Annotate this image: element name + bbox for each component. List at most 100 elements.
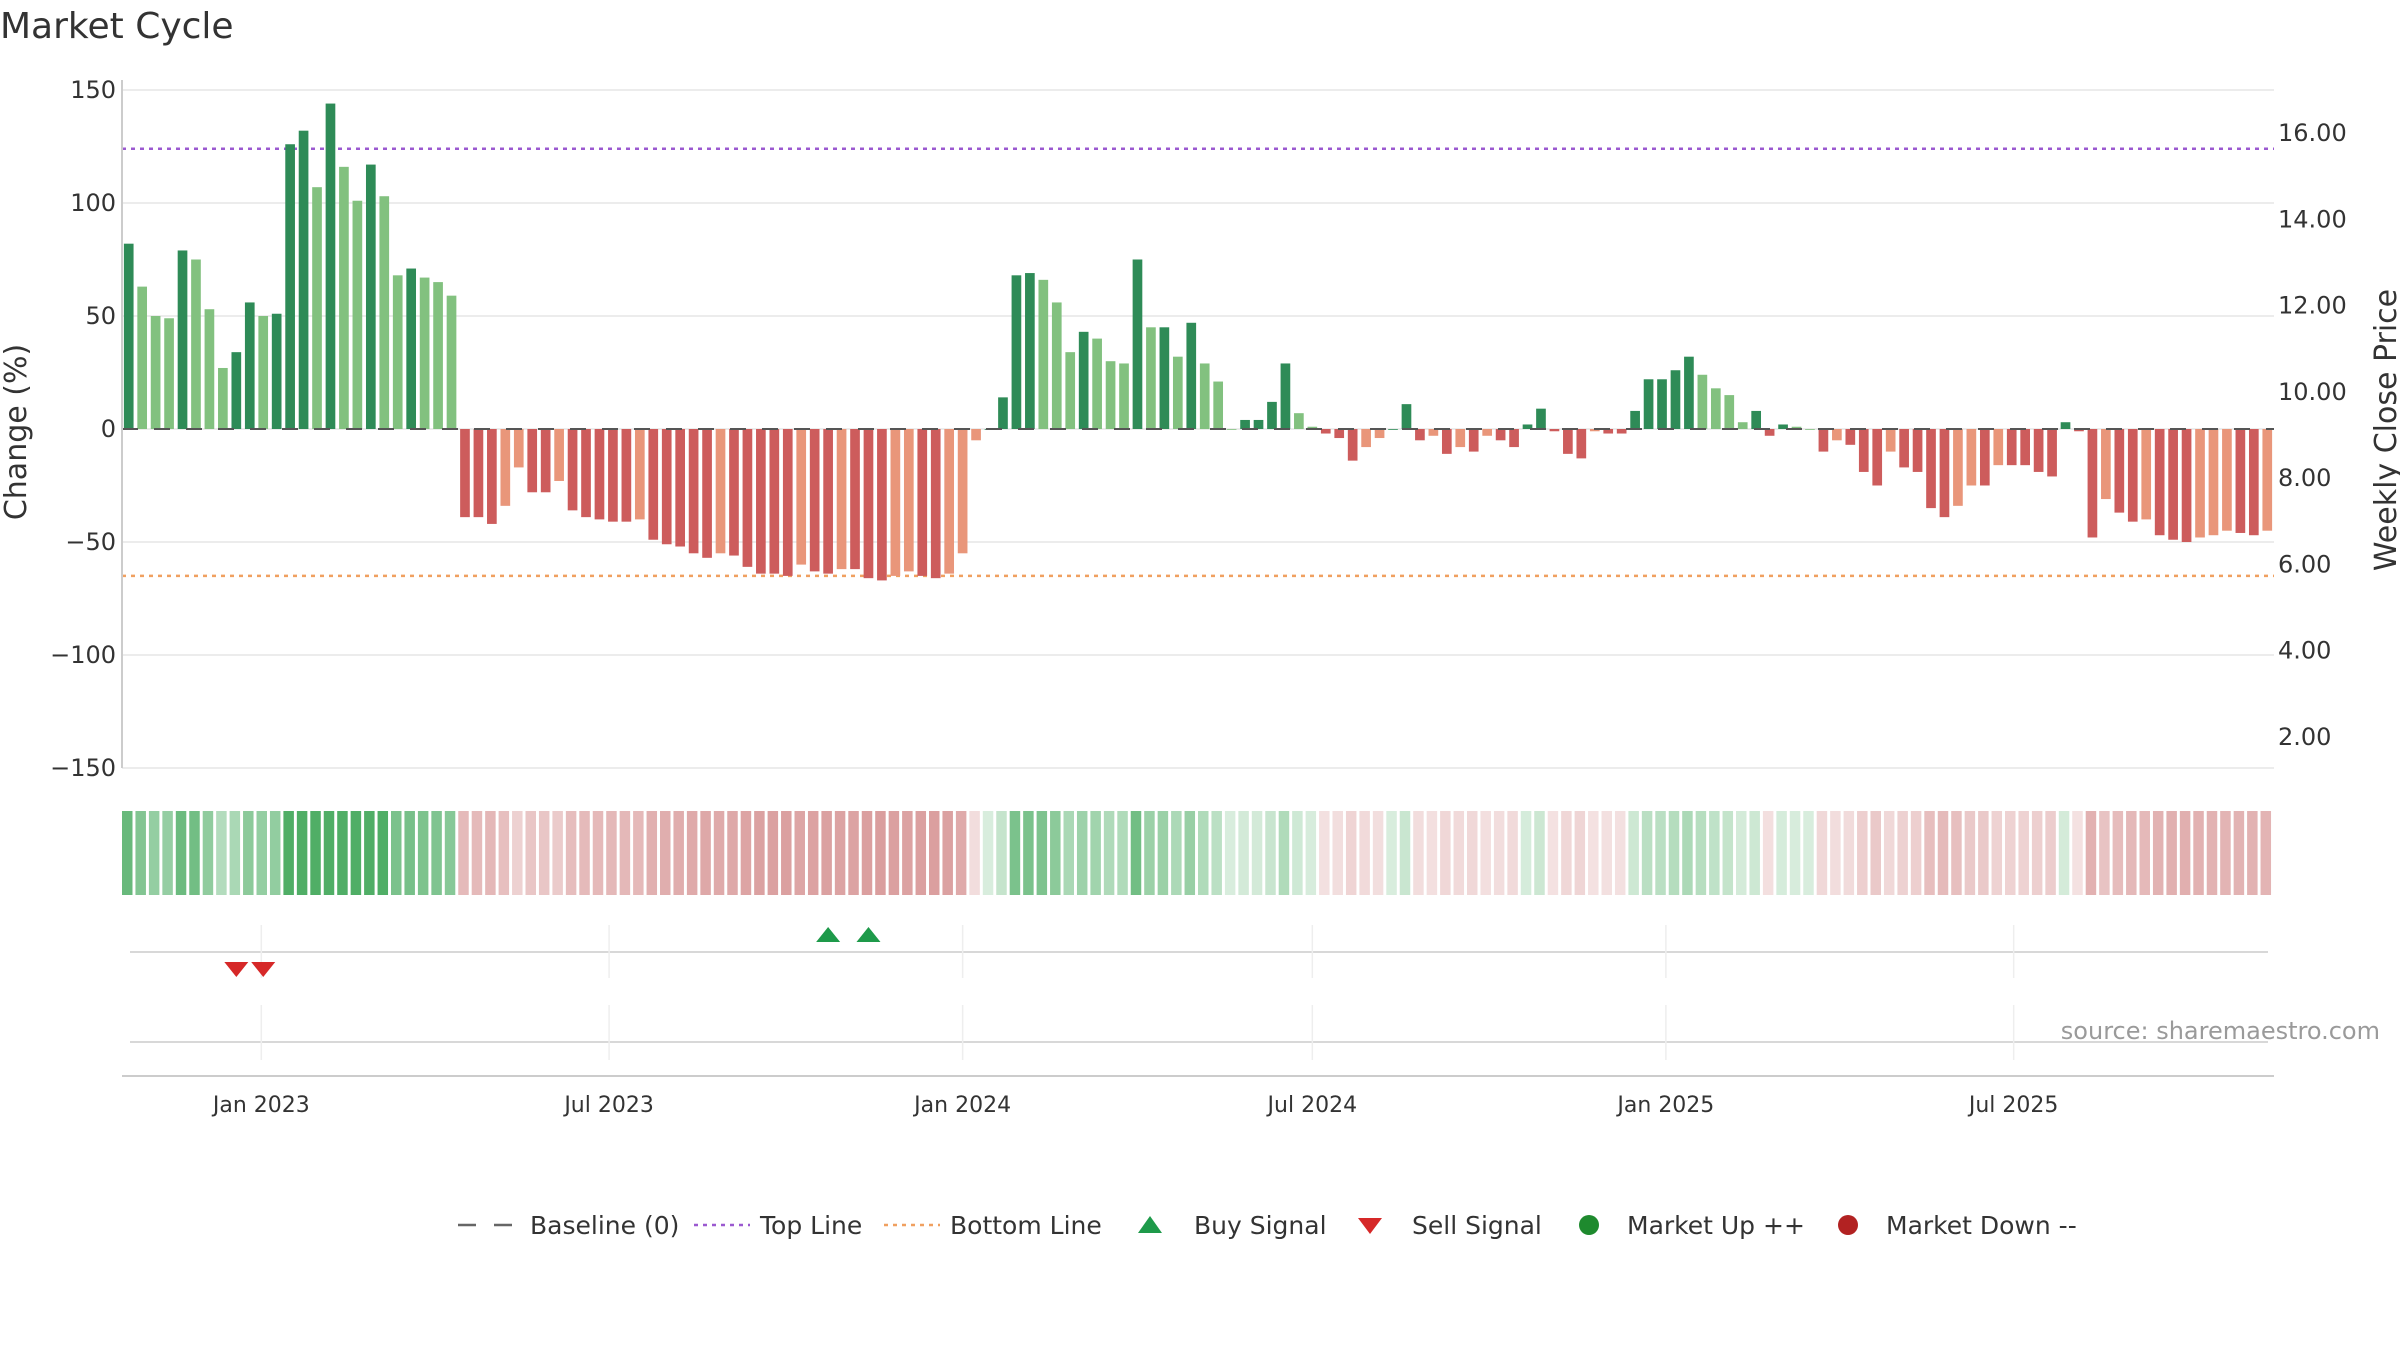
strip-cell xyxy=(834,811,846,895)
change-bar xyxy=(1563,429,1573,454)
strip-cell xyxy=(1682,811,1693,895)
strip-cell xyxy=(646,811,658,895)
right-tick-label: 8.00 xyxy=(2278,464,2331,492)
strip-cell xyxy=(902,811,913,895)
strip-cell xyxy=(364,811,375,895)
change-bar xyxy=(1670,370,1681,429)
change-bars xyxy=(123,103,2273,581)
strip-cell xyxy=(1776,811,1787,895)
change-bar xyxy=(500,429,511,506)
change-bar xyxy=(258,316,269,429)
strip-cell xyxy=(1493,811,1505,895)
strip-cell xyxy=(377,811,389,895)
change-bar xyxy=(675,429,686,547)
strip-cell xyxy=(727,811,738,895)
strip-cell xyxy=(189,811,200,895)
legend-item: Market Up ++ xyxy=(1579,1211,1805,1240)
change-bar xyxy=(1374,429,1385,439)
change-bar xyxy=(1872,429,1883,486)
date-tick-label: Jan 2025 xyxy=(1615,1093,1714,1118)
strip-cell xyxy=(216,811,227,895)
strip-cell xyxy=(1978,811,1989,895)
change-bar xyxy=(392,275,403,429)
strip-cell xyxy=(848,811,859,895)
change-bar xyxy=(2047,429,2057,477)
legend-item: Market Down -- xyxy=(1838,1211,2077,1240)
signal-markers xyxy=(224,927,881,977)
strip-cell xyxy=(754,811,765,895)
change-bar xyxy=(513,429,524,468)
right-tick-label: 10.00 xyxy=(2278,378,2347,406)
strip-cell xyxy=(175,811,187,895)
strip-cell xyxy=(1426,811,1438,895)
legend-circle-icon xyxy=(1838,1215,1858,1235)
change-bar xyxy=(473,429,484,518)
strip-cell xyxy=(202,811,214,895)
change-bar xyxy=(2222,429,2232,531)
strip-cell xyxy=(444,811,456,895)
change-bar xyxy=(1119,363,1129,429)
strip-cell xyxy=(1897,811,1908,895)
change-bar xyxy=(823,429,833,574)
legend-item: Bottom Line xyxy=(884,1211,1102,1240)
change-bar xyxy=(460,429,470,518)
change-bar xyxy=(1657,379,1667,429)
legend-item: Buy Signal xyxy=(1138,1211,1327,1240)
change-bar xyxy=(1294,413,1304,429)
strip-cell xyxy=(2247,811,2258,895)
change-bar xyxy=(2074,429,2084,432)
legend-label: Top Line xyxy=(759,1211,862,1240)
change-bar xyxy=(1993,429,2004,466)
change-bar xyxy=(433,282,443,429)
strip-cell xyxy=(982,811,994,895)
change-bar xyxy=(1845,429,1856,445)
change-bar xyxy=(1899,429,1909,468)
strip-cell xyxy=(1211,811,1222,895)
legend-item: Top Line xyxy=(694,1211,862,1240)
chart-title: Market Cycle xyxy=(0,6,234,47)
change-bar xyxy=(1805,429,1815,430)
legend-label: Baseline (0) xyxy=(530,1211,679,1240)
change-bar xyxy=(1778,424,1788,429)
strip-cell xyxy=(2058,811,2070,895)
change-bar xyxy=(1482,429,1493,436)
left-axis-ticks: 150 100 50 0 −50 −100 −150 xyxy=(50,76,116,782)
source-label: source: sharemaestro.com xyxy=(2061,1017,2380,1045)
strip-cell xyxy=(794,811,805,895)
strip-cell xyxy=(1251,811,1263,895)
strip-cell xyxy=(1359,811,1370,895)
change-bar xyxy=(1979,429,1990,486)
signal-panel xyxy=(122,925,2274,1077)
strip-cell xyxy=(525,811,536,895)
strip-cell xyxy=(1588,811,1599,895)
change-bar xyxy=(2141,429,2152,520)
strip-cell xyxy=(1843,811,1855,895)
strip-cell xyxy=(1937,811,1949,895)
strip-cell xyxy=(579,811,590,895)
strip-cell xyxy=(1924,811,1935,895)
change-bar xyxy=(1092,338,1102,429)
strip-cell xyxy=(2179,811,2191,895)
change-bar xyxy=(769,429,780,574)
strip-cell xyxy=(1695,811,1707,895)
change-bar xyxy=(1078,331,1089,429)
change-bar xyxy=(836,429,847,570)
change-bar xyxy=(903,429,914,572)
strip-cell xyxy=(2072,811,2083,895)
legend-triangle-down-icon xyxy=(1358,1218,1382,1234)
strip-cell xyxy=(565,811,577,895)
change-bar xyxy=(1213,381,1224,429)
strip-cell xyxy=(1319,811,1330,895)
strip-cell xyxy=(1507,811,1518,895)
date-tick-label: Jul 2025 xyxy=(1967,1093,2059,1118)
change-bar xyxy=(1172,356,1183,429)
change-bar xyxy=(2006,429,2017,466)
strip-cell xyxy=(1614,811,1626,895)
strip-cell xyxy=(2005,811,2016,895)
change-bar xyxy=(1468,429,1479,452)
strip-cell xyxy=(1063,811,1074,895)
strip-cell xyxy=(767,811,779,895)
strip-cell xyxy=(1453,811,1465,895)
strip-cell xyxy=(2139,811,2150,895)
